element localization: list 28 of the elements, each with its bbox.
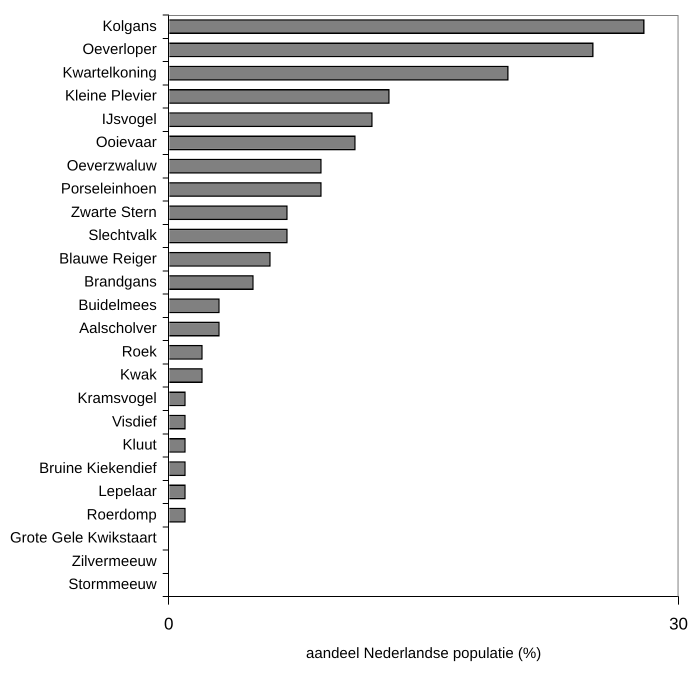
x-axis-title: aandeel Nederlandse populatie (%): [306, 645, 542, 662]
y-tick-label: Kluut: [122, 436, 158, 454]
y-tick-label: Brandgans: [84, 274, 157, 291]
y-tick-label: Kolgans: [102, 18, 157, 35]
x-tick-label: 0: [164, 614, 174, 634]
y-tick-label: Kleine Plevier: [65, 88, 157, 105]
y-tick-label: Oeverzwaluw: [66, 157, 157, 174]
y-tick-label: Kwak: [120, 366, 158, 384]
x-tick-label: 30: [669, 614, 688, 634]
y-tick-label: IJsvogel: [102, 110, 157, 128]
y-tick-label: Zwarte Stern: [70, 204, 157, 221]
y-tick-label: Aalscholver: [79, 320, 157, 338]
y-tick-label: Roerdomp: [86, 506, 157, 524]
y-tick-label: Kwartelkoning: [62, 64, 157, 82]
y-tick-label: Porseleinhoen: [60, 180, 157, 198]
y-tick-label: Zilvermeeuw: [72, 552, 157, 570]
y-tick-label: Grote Gele Kwikstaart: [10, 530, 158, 547]
y-tick-label: Oeverloper: [82, 41, 157, 58]
y-tick-label: Buidelmees: [78, 296, 157, 314]
y-tick-label: Stormmeeuw: [68, 576, 157, 594]
y-tick-label: Bruine Kiekendief: [39, 460, 158, 477]
y-tick-label: Kramsvogel: [78, 390, 157, 407]
y-tick-label: Ooievaar: [96, 134, 157, 152]
y-tick-label: Blauwe Reiger: [59, 250, 157, 268]
y-tick-label: Slechtvalk: [88, 227, 158, 244]
y-tick-label: Roek: [122, 343, 158, 360]
y-tick-label: Visdief: [112, 413, 158, 430]
y-tick-label: Lepelaar: [98, 483, 157, 500]
